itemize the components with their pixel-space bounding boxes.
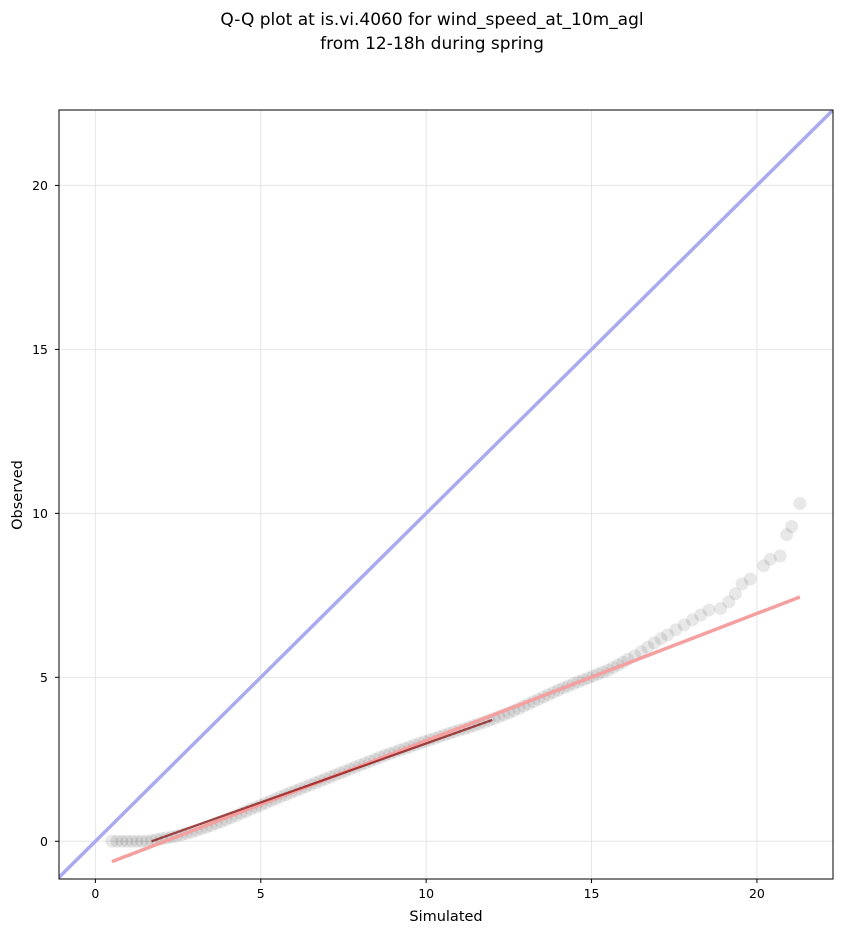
plot-frame (58, 109, 834, 880)
x-axis-ticks: 0 5 10 15 20 (91, 879, 765, 901)
x-tick-label: 10 (418, 886, 434, 901)
qq-point (677, 618, 691, 632)
y-tick-label: 5 (40, 670, 48, 685)
qq-point (641, 640, 655, 654)
qq-point (780, 528, 794, 542)
reference-lines (59, 110, 833, 879)
y-axis-label: Observed (10, 460, 26, 530)
y-tick-label: 0 (40, 834, 48, 849)
y-axis-ticks: 0 5 10 15 20 (32, 178, 59, 849)
qq-point (763, 552, 777, 566)
qq-point (773, 549, 787, 563)
y-tick-label: 15 (32, 342, 48, 357)
qq-point (694, 608, 708, 622)
x-tick-label: 5 (257, 886, 265, 901)
chart-title-line-1: Q-Q plot at is.vi.4060 for wind_speed_at… (220, 10, 643, 30)
x-tick-label: 0 (91, 886, 99, 901)
qq-point (702, 603, 716, 617)
qq-point (785, 519, 799, 533)
qq-point (110, 834, 124, 848)
x-tick-label: 20 (749, 886, 765, 901)
qq-point (735, 577, 749, 591)
fit-lines (111, 595, 801, 864)
qq-point (130, 834, 144, 848)
fit-line (111, 595, 801, 864)
qq-point (743, 572, 757, 586)
qq-point (654, 632, 668, 646)
qq-point (105, 834, 119, 848)
x-tick-label: 15 (584, 886, 600, 901)
qq-point (669, 623, 683, 637)
scatter-points (105, 497, 807, 848)
qq-point (728, 587, 742, 601)
x-axis-label: Simulated (409, 909, 482, 925)
qq-point (714, 601, 728, 615)
qq-point (120, 834, 134, 848)
identity-line (59, 110, 833, 879)
qq-point (661, 628, 675, 642)
qq-point (125, 834, 139, 848)
y-tick-label: 20 (32, 178, 48, 193)
qq-point (685, 613, 699, 627)
y-tick-label: 10 (32, 506, 48, 521)
qq-point (140, 834, 154, 848)
chart-title-line-2: from 12-18h during spring (320, 34, 544, 54)
qq-point (135, 834, 149, 848)
qq-point (115, 834, 129, 848)
qq-point (647, 636, 661, 650)
qq-point (757, 559, 771, 573)
qq-point (722, 595, 736, 609)
grid-lines (59, 110, 833, 879)
fit-line-core (151, 718, 493, 843)
qq-point (793, 497, 807, 511)
